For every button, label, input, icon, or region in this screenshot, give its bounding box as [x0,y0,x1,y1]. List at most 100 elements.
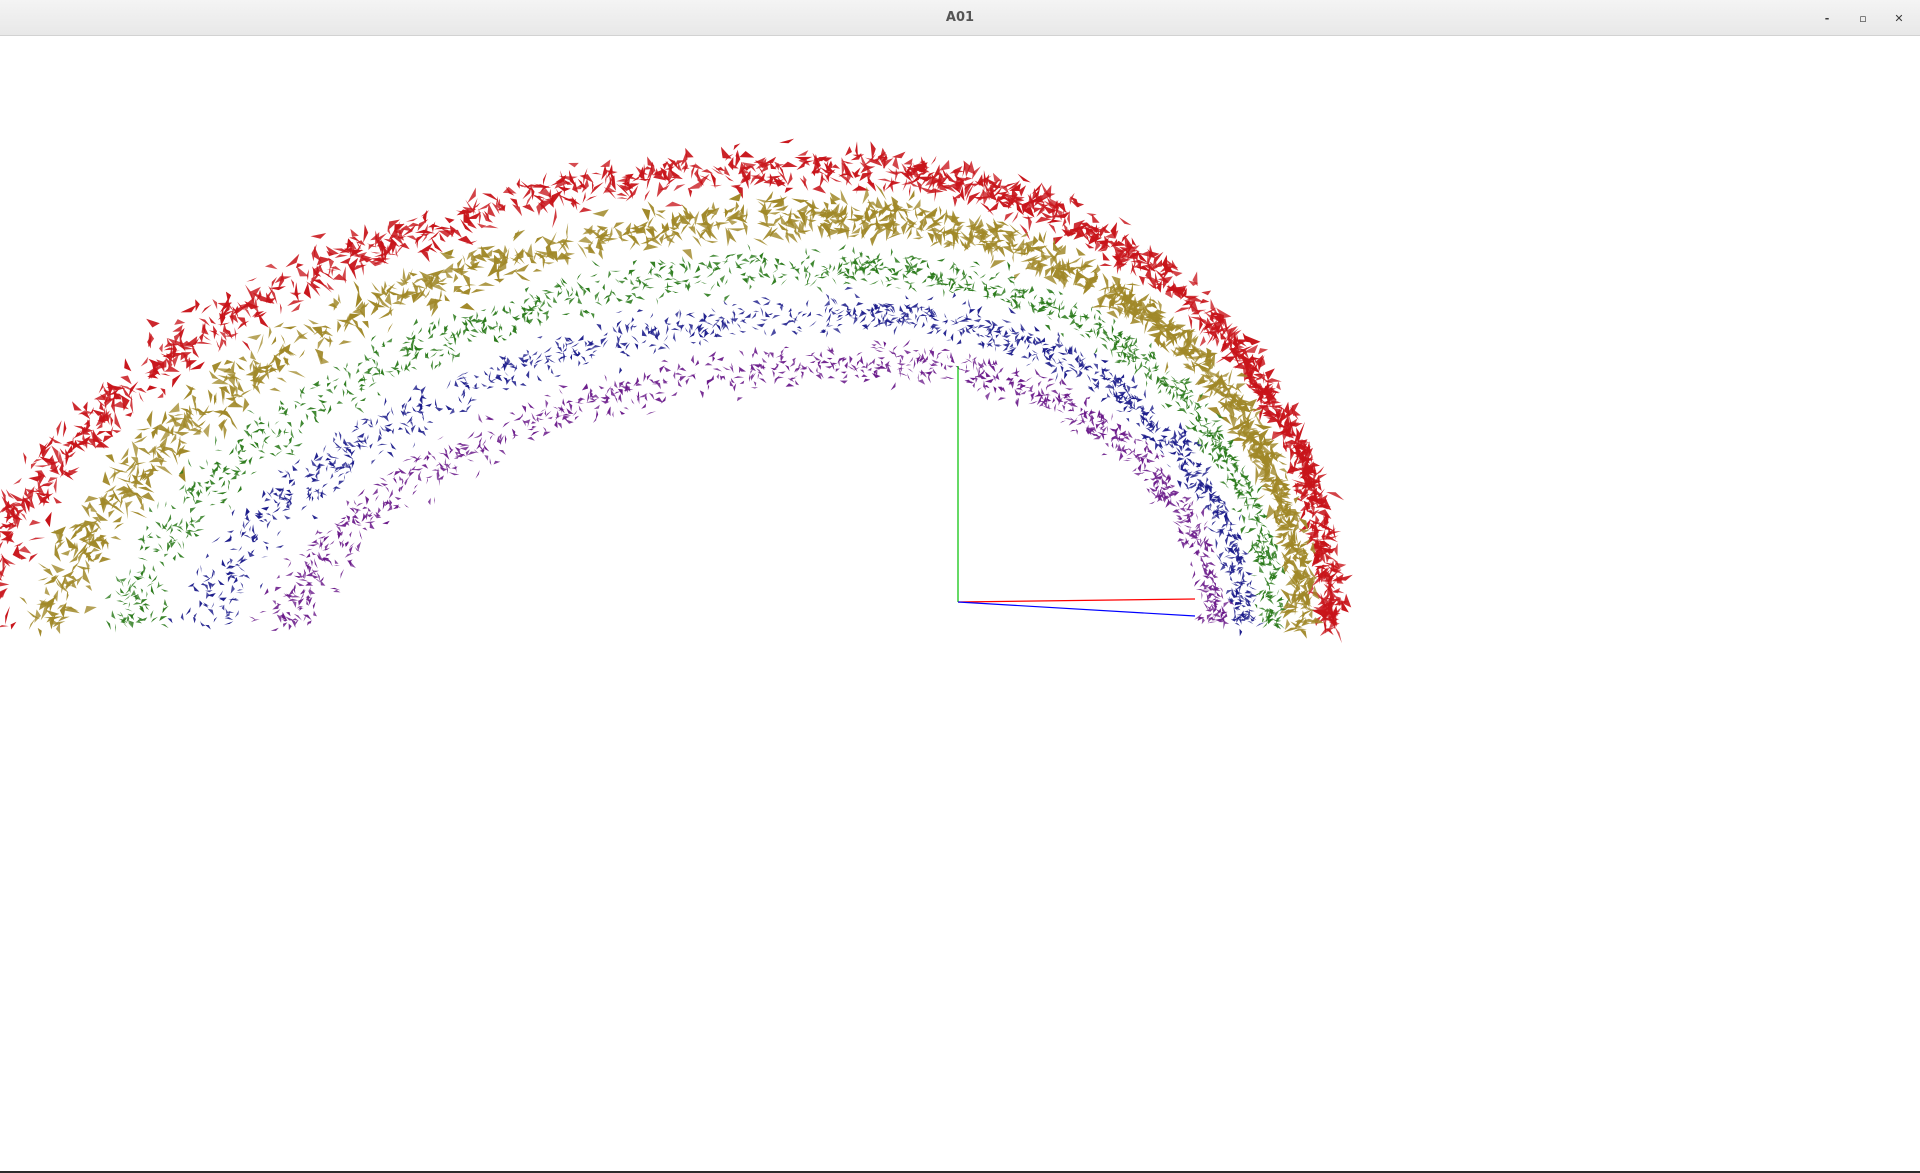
particle-gold [1143,312,1155,322]
particle-gold [112,488,122,504]
particle-red [28,537,46,541]
particle-red [502,186,517,194]
particle-blue [1002,338,1012,342]
particle-green [747,244,751,252]
particle-blue [788,308,792,313]
particle-green [120,593,130,597]
particle-gold [131,473,138,487]
particle-red [564,198,581,205]
particle-gold [785,207,792,227]
particle-red [552,207,557,229]
particle-gold [1285,559,1299,570]
close-icon[interactable]: ✕ [1894,11,1904,25]
particle-red [201,323,209,335]
particle-gold [462,254,466,265]
particle-green [237,455,243,460]
particle-green [810,259,815,268]
particle-gold [384,291,392,306]
particle-gold [371,292,384,298]
maximize-icon[interactable]: ▫ [1859,11,1867,25]
particle-red [406,217,419,222]
particle-gold [269,387,281,392]
particle-green [1168,385,1176,389]
particle-blue [375,418,378,426]
particle-green [1160,404,1166,410]
particle-red [190,337,200,347]
particle-gold [1270,463,1278,477]
particle-blue [1243,558,1247,563]
particle-green [182,540,184,550]
particle-green [658,292,665,299]
particle-red [28,475,43,482]
particle-gold [647,201,656,218]
particle-green [777,275,785,278]
particle-red [406,235,419,242]
particle-red [112,401,129,410]
particle-red [219,312,226,326]
particle-gold [892,210,897,221]
particle-green [463,327,468,336]
particle-green [1219,464,1225,469]
particle-red [201,333,211,341]
particle-blue [1205,466,1212,474]
particle-blue [547,364,551,371]
particle-green [157,543,163,551]
particle-green [209,503,216,506]
particle-blue [1227,524,1237,526]
title-bar[interactable]: A01 - ▫ ✕ [0,0,1920,36]
particle-blue [1009,343,1014,348]
particle-gold [125,500,133,509]
particle-green [915,258,922,260]
particle-red [852,154,865,158]
particle-gold [735,201,740,212]
particle-red [1343,593,1352,608]
particle-gold [148,457,168,463]
particle-blue [1057,331,1061,337]
particle-green [413,318,418,326]
particle-red [1120,257,1131,264]
minimize-icon[interactable]: - [1824,11,1830,25]
particle-blue [956,339,962,345]
render-viewport[interactable] [0,36,1920,1171]
particle-gold [218,419,225,432]
particle-green [749,284,752,290]
particle-gold [1001,246,1015,255]
particle-rainbow-scene[interactable] [0,36,1920,1171]
particle-red [1171,259,1179,271]
particle-blue [1226,556,1237,559]
particle-green [1174,400,1181,408]
particle-red [1324,573,1333,579]
particle-red [0,570,5,577]
particle-gold [935,225,946,235]
particle-red [268,285,278,305]
particle-green [837,261,841,272]
particle-red [231,306,239,319]
particle-gold [916,229,922,238]
particle-green [152,565,156,572]
particle-gold [852,214,865,221]
particle-red [1011,196,1025,205]
particle-gold [1301,553,1307,564]
particle-blue [502,388,510,391]
particle-gold [1008,223,1023,236]
particle-gold [710,212,718,221]
particle-green [155,534,162,539]
particle-green [380,368,385,376]
particle-gold [1228,368,1233,387]
particle-gold [187,427,204,433]
particle-gold [1224,393,1234,399]
particle-gold [453,273,459,283]
particle-gold [808,211,827,217]
particle-gold [1063,275,1068,290]
particle-green [821,271,825,278]
particle-gold [830,208,841,227]
particle-gold [614,227,623,243]
particle-red [1278,408,1286,426]
particle-green [257,421,266,425]
particle-red [1263,390,1271,407]
particle-gold [1293,583,1301,595]
particle-red [169,352,186,359]
particle-gold [81,530,93,540]
particle-red [1085,228,1097,236]
particle-red [104,395,109,410]
